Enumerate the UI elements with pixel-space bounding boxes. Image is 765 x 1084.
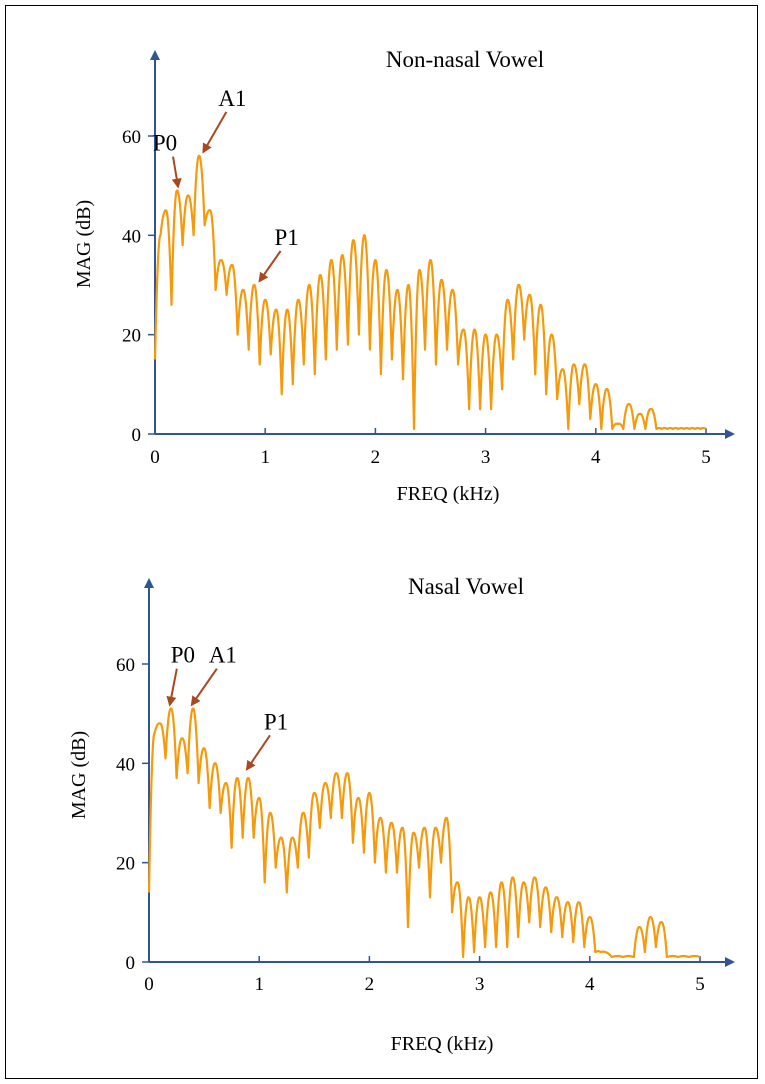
chart-title: Nasal Vowel <box>408 574 524 599</box>
x-tick-label: 4 <box>591 447 601 468</box>
x-tick-label: 3 <box>475 974 485 995</box>
y-tick-label: 60 <box>116 655 135 676</box>
chart-nasal: Nasal Vowel FREQ (kHz) MAG (dB) 0 1 2 3 4 5 0 2… <box>68 574 735 1055</box>
annotation-label-p1: P1 <box>274 225 298 250</box>
annotation-arrow <box>190 668 218 707</box>
x-tick-label: 0 <box>144 974 154 995</box>
spectrum-line <box>147 707 701 959</box>
annotation-arrow <box>166 668 178 707</box>
figure-frame <box>5 5 758 1079</box>
annotation-label-p0: P0 <box>153 131 177 156</box>
annotation-arrow <box>202 111 228 154</box>
x-tick-label: 5 <box>695 974 705 995</box>
x-axis-label: FREQ (kHz) <box>391 1033 494 1055</box>
x-tick-label: 2 <box>365 974 375 995</box>
y-tick-label: 0 <box>132 425 142 446</box>
y-tick-label: 0 <box>126 953 136 974</box>
annotation-label-a1: A1 <box>218 86 246 111</box>
y-axis-label: MAG (dB) <box>73 200 95 288</box>
x-tick-label: 0 <box>150 447 160 468</box>
y-tick-label: 20 <box>122 326 141 347</box>
y-tick-label: 20 <box>116 854 135 875</box>
x-tick-label: 2 <box>371 447 381 468</box>
x-tick-label: 1 <box>254 974 264 995</box>
annotation-label-a1: A1 <box>209 643 237 668</box>
annotation-label-p0: P0 <box>171 643 195 668</box>
x-axis-label: FREQ (kHz) <box>397 483 500 505</box>
x-tick-label: 5 <box>701 447 711 468</box>
y-tick-label: 40 <box>116 754 135 775</box>
annotation-arrow <box>171 156 182 189</box>
chart-non-nasal: Non-nasal Vowel FREQ (kHz) MAG (dB) 0 1 2 3… <box>73 47 735 505</box>
y-axis-label: MAG (dB) <box>68 731 90 819</box>
annotation-arrow <box>245 734 271 771</box>
x-tick-label: 3 <box>481 447 491 468</box>
y-tick-label: 60 <box>122 127 141 148</box>
x-tick-label: 1 <box>260 447 270 468</box>
annotation-arrow <box>258 250 282 283</box>
spectrum-line <box>153 154 707 431</box>
chart-title: Non-nasal Vowel <box>386 47 544 72</box>
annotation-label-p1: P1 <box>264 709 288 734</box>
y-tick-label: 40 <box>122 226 141 247</box>
x-tick-label: 4 <box>585 974 595 995</box>
